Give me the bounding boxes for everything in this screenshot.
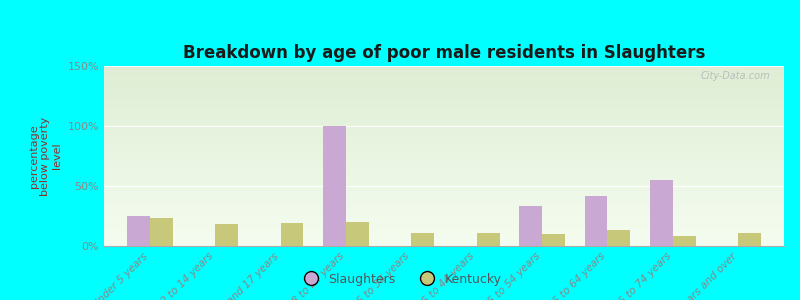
Bar [150, 218, 173, 246]
Legend: Slaughters, Kentucky: Slaughters, Kentucky [294, 268, 506, 291]
Bar [650, 180, 673, 246]
Bar [323, 126, 346, 246]
Title: Breakdown by age of poor male residents in Slaughters: Breakdown by age of poor male residents … [183, 44, 705, 62]
Bar [346, 222, 369, 246]
Bar [542, 234, 565, 246]
Bar [673, 236, 696, 246]
Bar [127, 216, 150, 246]
Bar [477, 233, 499, 246]
Y-axis label: percentage
below poverty
level: percentage below poverty level [29, 116, 62, 196]
Bar [411, 233, 434, 246]
Bar [519, 206, 542, 246]
Bar [738, 233, 761, 246]
Text: City-Data.com: City-Data.com [701, 71, 770, 81]
Bar [585, 196, 607, 246]
Bar [607, 230, 630, 246]
Bar [281, 223, 303, 246]
Bar [215, 224, 238, 246]
